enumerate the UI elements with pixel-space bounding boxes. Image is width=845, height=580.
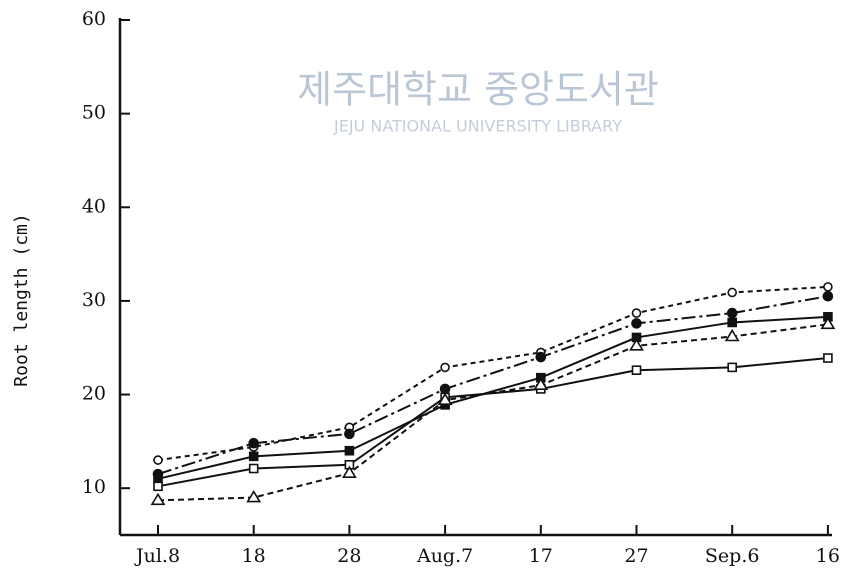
point [533, 377, 549, 390]
series-line [157, 295, 829, 476]
point [726, 307, 738, 319]
point [727, 287, 738, 298]
point [344, 445, 355, 456]
y-tick-label: 10 [82, 476, 106, 498]
point [631, 308, 642, 318]
point [727, 317, 738, 328]
x-tick-label: 16 [816, 545, 840, 567]
y-tick-label: 40 [82, 195, 106, 217]
point [246, 489, 262, 503]
y-axis-label: Root length (cm) [11, 213, 32, 386]
point [823, 282, 833, 292]
point [437, 392, 453, 405]
x-tick-label: Jul.8 [134, 545, 180, 567]
point [153, 481, 163, 492]
x-tick-label: 28 [337, 545, 361, 567]
point [248, 463, 259, 474]
point [823, 353, 833, 363]
x-tick-label: Sep.6 [705, 545, 760, 567]
point [535, 351, 547, 363]
point [439, 383, 451, 395]
point [727, 362, 738, 373]
y-tick-label: 30 [82, 289, 106, 311]
series-line [157, 285, 828, 462]
watermark: JEJU NATIONAL UNIVERSITY LIBRARY [333, 117, 622, 136]
series-line [157, 315, 828, 480]
point [344, 428, 355, 440]
y-tick-label: 50 [82, 102, 106, 124]
point [440, 362, 450, 373]
point [248, 437, 259, 449]
point [150, 492, 166, 506]
point [724, 328, 740, 342]
point [341, 465, 357, 478]
series-line [157, 323, 829, 502]
point [629, 338, 644, 351]
point [248, 451, 259, 462]
point [822, 290, 834, 302]
point [820, 316, 836, 330]
x-tick-label: 18 [242, 545, 266, 567]
x-tick-label: 17 [529, 545, 553, 567]
watermark: 제주대학교 중앙도서관 [297, 68, 659, 112]
point [153, 455, 163, 465]
x-tick-label: 27 [624, 545, 648, 567]
y-tick-label: 60 [82, 8, 106, 30]
x-tick-label: Aug.7 [416, 545, 473, 567]
point [631, 318, 642, 329]
y-tick-label: 20 [82, 383, 106, 405]
point [631, 365, 642, 376]
